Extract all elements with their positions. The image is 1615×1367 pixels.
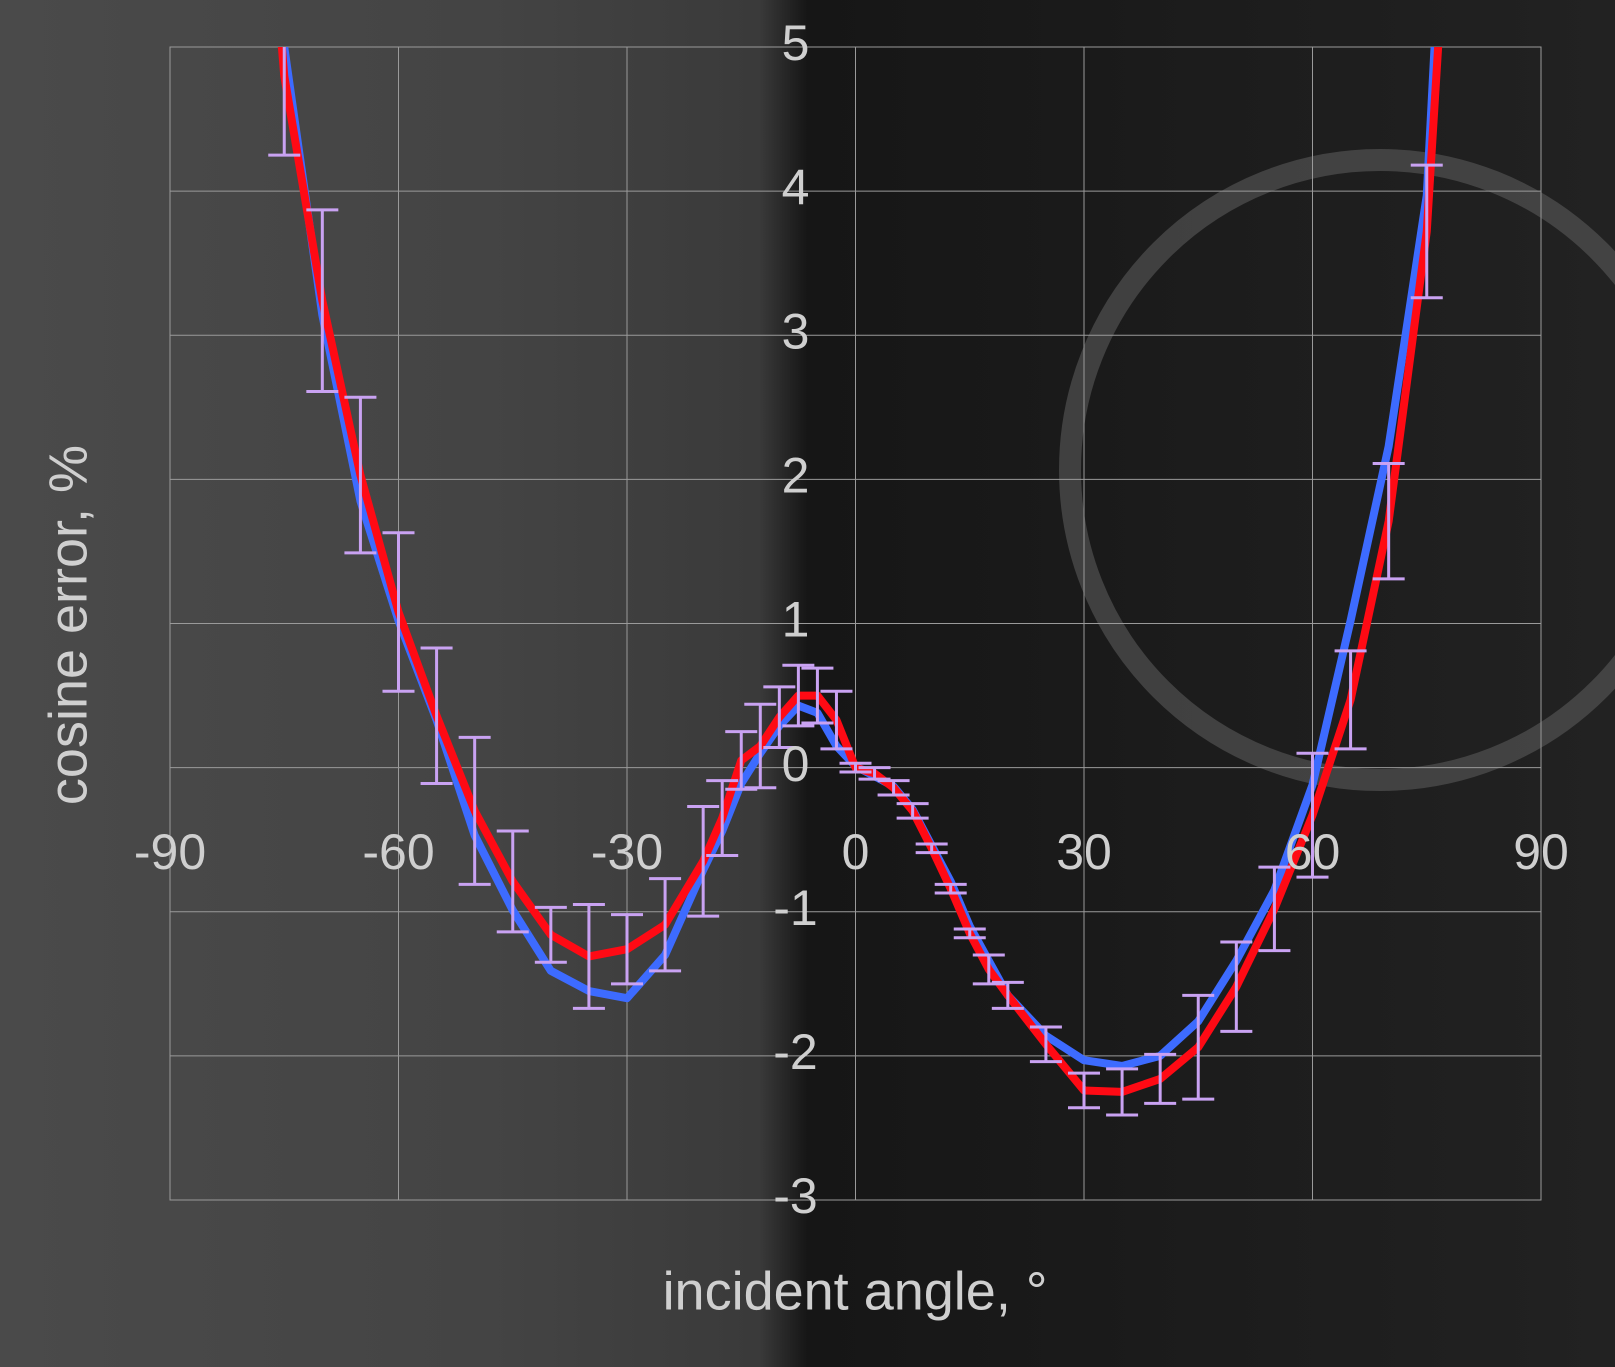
error-bar: [953, 927, 986, 940]
error-bar: [1029, 1025, 1062, 1064]
x-tick-label: -30: [591, 824, 663, 880]
error-bar: [1220, 940, 1253, 1033]
y-tick-label: 2: [782, 448, 810, 504]
x-tick-label: -60: [362, 824, 434, 880]
y-tick-label: 5: [782, 15, 810, 71]
background-ring: [1059, 149, 1615, 791]
tick-labels: -90 -60 -30 0 30 60 90 -3 -2 -1 0 1 2 3 4 5: [134, 15, 1569, 1224]
error-bar: [915, 842, 948, 855]
error-bar: [649, 877, 682, 973]
error-bar: [1106, 1067, 1139, 1117]
y-tick-label: 1: [782, 592, 810, 648]
y-tick-label: 0: [782, 736, 810, 792]
error-bar: [877, 779, 910, 797]
error-bar: [1296, 751, 1329, 879]
error-bar: [934, 882, 967, 895]
error-bar: [268, 47, 301, 157]
y-tick-label: 3: [782, 303, 810, 359]
error-bar: [382, 531, 415, 693]
y-tick-label: 4: [782, 159, 810, 215]
error-bar: [1068, 1071, 1100, 1110]
error-bar: [839, 761, 872, 774]
error-bar: [1334, 649, 1367, 751]
error-bar: [706, 779, 739, 858]
error-bar: [420, 646, 453, 785]
error-bar: [763, 685, 796, 749]
plot-area: [268, 47, 1443, 1117]
error-bar: [306, 208, 339, 393]
y-tick-label: -3: [773, 1168, 817, 1224]
error-bar: [991, 980, 1024, 1010]
error-bar: [801, 666, 834, 725]
x-tick-label: 0: [842, 824, 870, 880]
error-bar: [496, 829, 529, 934]
error-bar: [344, 395, 377, 555]
y-tick-label: -1: [773, 880, 817, 936]
error-bar: [896, 802, 929, 820]
error-bar: [572, 903, 605, 1010]
error-bar: [782, 663, 815, 728]
error-bar: [1258, 865, 1291, 953]
y-tick-label: -2: [773, 1024, 817, 1080]
x-tick-label: -90: [134, 824, 206, 880]
error-bar: [1410, 163, 1443, 300]
error-bar: [458, 735, 491, 886]
error-bar: [534, 905, 567, 964]
error-bar: [611, 913, 643, 986]
x-axis-title: incident angle, °: [663, 1261, 1048, 1321]
x-tick-label: 30: [1056, 824, 1112, 880]
error-bar: [1182, 993, 1215, 1101]
error-bar: [820, 689, 853, 751]
error-bar: [687, 805, 720, 918]
error-bar: [1144, 1052, 1177, 1105]
x-tick-label: 90: [1513, 824, 1569, 880]
error-bar: [1372, 462, 1405, 581]
y-axis-title: cosine error, %: [38, 445, 98, 805]
error-bar: [744, 702, 777, 790]
x-tick-label: 60: [1285, 824, 1341, 880]
